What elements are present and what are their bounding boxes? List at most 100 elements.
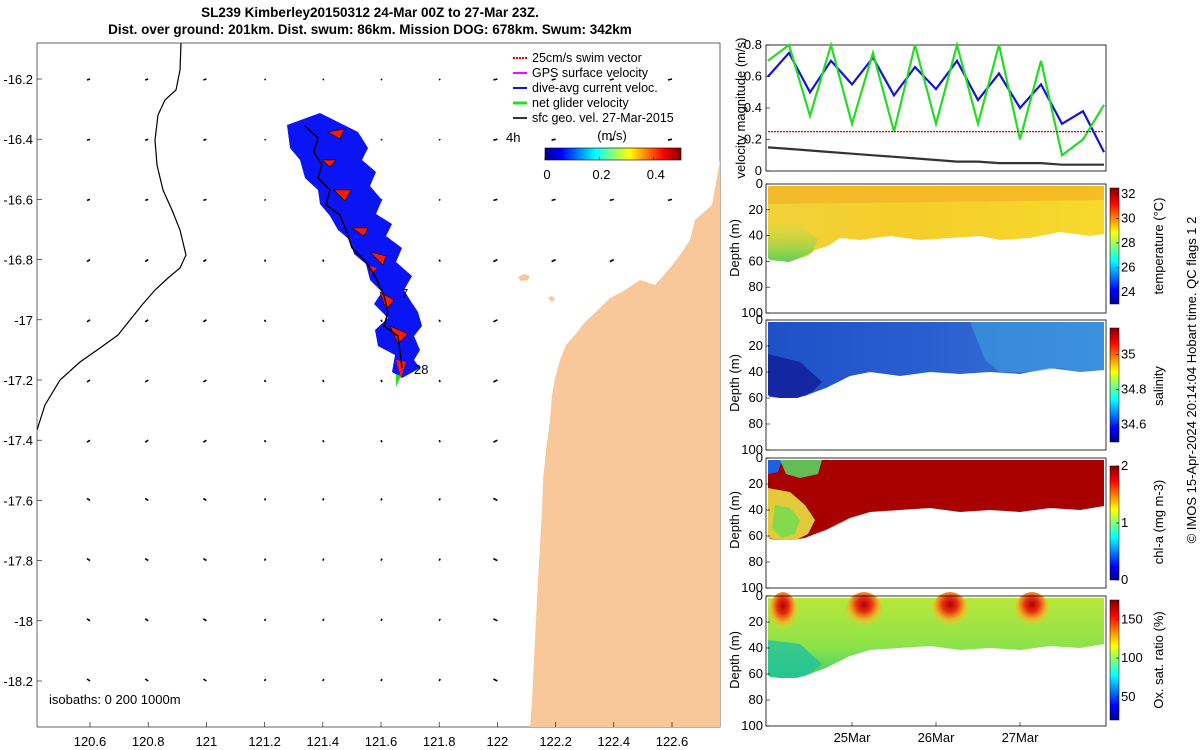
- depth-tick-label: 40: [749, 502, 763, 517]
- geo-velocity-arrow: [380, 558, 383, 561]
- geo-velocity-arrow: [263, 558, 267, 561]
- map-y-axis-ticks: -16.2 -16.4 -16.6 -16.8 -17 -17.2 -17.4 -17.6 -1…: [3, 72, 42, 689]
- depth-tick-label: 0: [756, 450, 763, 465]
- velocity-y-tick-label: 0.2: [744, 132, 762, 147]
- colorbar-tick-label: 50: [1121, 689, 1135, 704]
- map-x-tick-label: 121.2: [248, 734, 281, 749]
- salinity-colorbar: [1109, 327, 1120, 443]
- depth-tick-label: 20: [749, 476, 763, 491]
- velocity-panel: 0 0.2 0.4 0.6 0.8 velocity magnitude (m/s): [733, 37, 1107, 178]
- map-x-tick-label: 122.4: [598, 734, 631, 749]
- colorbar-tick-label: 1: [1121, 515, 1128, 530]
- geo-velocity-arrow: [322, 439, 325, 443]
- map-y-tick-label: -18: [14, 614, 33, 629]
- geo-velocity-arrow: [86, 497, 91, 502]
- map-y-tick-label: -17.4: [3, 433, 33, 448]
- swim-vector-2: [321, 159, 337, 168]
- map-colorbar-gradient: [544, 147, 682, 161]
- depth-tick-label: 20: [749, 338, 763, 353]
- colorbar-tick-label: 26: [1121, 259, 1135, 274]
- chla-data-fill: [768, 460, 1104, 540]
- geo-velocity-arrow: [380, 498, 383, 501]
- legend-label: sfc geo. vel. 27-Mar-2015: [532, 111, 674, 125]
- geo-velocity-arrow: [202, 319, 207, 323]
- track-end-label: 28: [414, 362, 428, 377]
- depth-tick-label: 80: [749, 279, 763, 294]
- geo-velocity-arrow: [144, 138, 149, 141]
- geo-velocity-arrow: [551, 198, 556, 202]
- geo-velocity-arrow: [144, 678, 149, 682]
- geo-velocity-arrow: [202, 379, 207, 383]
- geo-velocity-arrow: [438, 498, 441, 501]
- map-x-tick-label: 121.6: [365, 734, 398, 749]
- geo-velocity-arrow: [263, 259, 267, 262]
- salinity-axes: [765, 319, 1107, 451]
- velocity-y-tick-label: 0.4: [744, 100, 762, 115]
- geo-velocity-arrow: [202, 678, 207, 682]
- geo-velocity-arrow: [144, 258, 149, 263]
- map-y-tick-label: -16.6: [3, 192, 33, 207]
- chla-green-patch: [772, 505, 800, 538]
- depth-tick-label: 0: [756, 176, 763, 191]
- geo-velocity-arrow: [86, 618, 91, 622]
- geo-velocity-arrow: [438, 678, 441, 682]
- imos-credit: © IMOS 15-Apr-2024 20:14:04 Hobart time.…: [1184, 216, 1199, 544]
- geo-velocity-arrow: [380, 678, 383, 682]
- geo-velocity-arrow: [322, 498, 325, 501]
- colorbar-tick-label: 30: [1121, 211, 1135, 226]
- oxygen-y-ticks: 0 20 40 60 80 100: [741, 588, 770, 733]
- depth-tick-label: 0: [756, 588, 763, 603]
- geo-velocity-arrow: [438, 138, 441, 141]
- temperature-colorbar-label: temperature (°C): [1151, 198, 1166, 295]
- depth-tick-label: 0: [756, 312, 763, 327]
- geo-velocity-arrow: [263, 439, 267, 443]
- velocity-series-net-glider-velocity: [767, 40, 1105, 158]
- island-2: [548, 296, 555, 302]
- geo-velocity-arrow: [380, 379, 383, 383]
- island-1: [518, 274, 530, 281]
- geo-velocity-arrow: [144, 557, 149, 562]
- map-colorbar-tick-label: 0.4: [647, 167, 665, 182]
- depth-tick-label: 100: [741, 580, 763, 595]
- geo-velocity-arrow: [263, 379, 267, 383]
- glider-track: [287, 113, 422, 387]
- geo-velocity-arrow: [493, 258, 498, 263]
- geo-velocity-arrow: [322, 78, 325, 81]
- map-x-tick-label: 122.2: [539, 734, 572, 749]
- geo-velocity-arrow: [86, 557, 91, 562]
- geo-velocity-arrow: [322, 379, 325, 383]
- salinity-y-label: Depth (m): [727, 354, 742, 412]
- geo-velocity-arrow: [438, 618, 441, 622]
- oxygen-colorbar: [1109, 599, 1120, 721]
- temperature-deep-water: [768, 218, 818, 262]
- oxygen-x-ticks: 25Mar 26Mar 27Mar: [834, 722, 1039, 745]
- glider-track-line: [304, 125, 403, 369]
- geo-velocity-arrow: [202, 618, 207, 622]
- swim-vector-5: [369, 251, 387, 266]
- map-y-tick-label: -18.2: [3, 674, 33, 689]
- map-colorbar: (m/s) 0 0.2 0.4: [543, 128, 682, 182]
- geo-velocity-arrow: [493, 557, 498, 562]
- geo-velocity-arrow: [493, 497, 498, 502]
- geo-velocity-arrow: [144, 319, 149, 323]
- map-x-tick-label: 120.8: [132, 734, 165, 749]
- depth-tick-label: 60: [749, 390, 763, 405]
- geo-velocity-arrow: [86, 319, 91, 323]
- geo-velocity-arrow: [380, 319, 383, 323]
- map-x-tick-label: 122: [487, 734, 509, 749]
- geo-velocity-arrow: [144, 198, 149, 202]
- geo-velocity-arrow: [144, 618, 149, 622]
- colorbar-tick-label: 150: [1121, 611, 1143, 626]
- isobath-200m: [37, 43, 187, 431]
- temperature-data-fill: [768, 186, 1104, 262]
- depth-tick-label: 20: [749, 614, 763, 629]
- geo-velocity-arrow: [203, 198, 207, 202]
- geo-velocity-arrow: [203, 138, 207, 141]
- velocity-y-tick-label: 0: [755, 163, 762, 178]
- map-y-tick-label: -16.4: [3, 132, 33, 147]
- geo-velocity-arrow: [263, 319, 267, 323]
- geo-velocity-arrow: [264, 198, 267, 201]
- depth-tick-label: 100: [741, 305, 763, 320]
- geo-velocity-arrow: [438, 379, 441, 383]
